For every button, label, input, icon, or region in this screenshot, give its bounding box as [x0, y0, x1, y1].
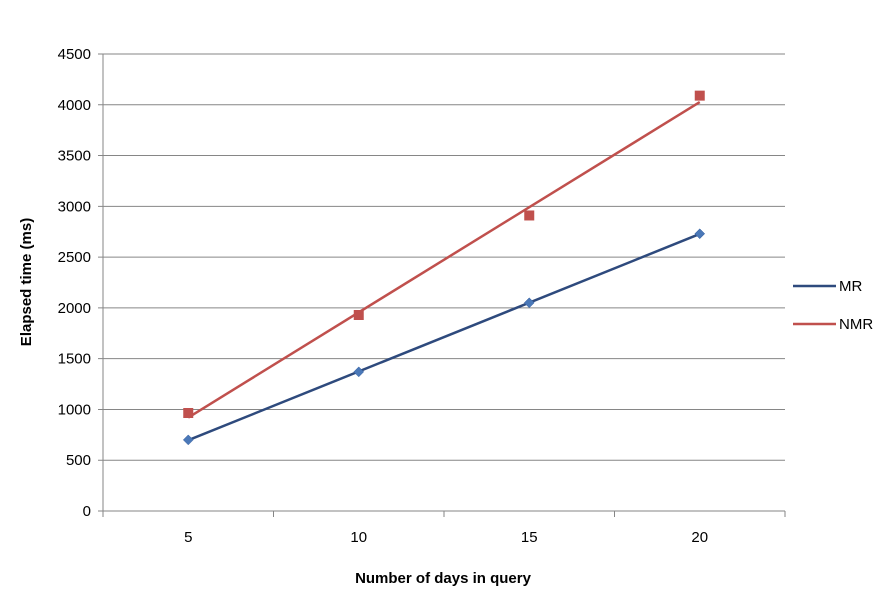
- x-tick-label: 5: [184, 529, 192, 546]
- series-layer: [182, 90, 706, 446]
- y-tick-label: 0: [83, 503, 91, 520]
- y-tick-label: 2500: [58, 249, 91, 266]
- y-tick-label: 1500: [58, 351, 91, 368]
- point-nmr: [183, 407, 194, 418]
- point-mr: [694, 228, 706, 240]
- y-tick-labels: 0 500 1000 1500 2000 2500 3000 3500 4000 4500: [58, 46, 91, 520]
- y-axis-title: Elapsed time (ms): [18, 218, 35, 346]
- y-tick-label: 3000: [58, 198, 91, 215]
- x-tick-labels: 5 10 15 20: [184, 529, 708, 546]
- x-tick-label: 10: [350, 529, 367, 546]
- point-mr: [182, 434, 194, 446]
- point-mr: [353, 366, 365, 378]
- trendline-nmr: [187, 100, 701, 419]
- legend: MR NMR: [793, 278, 873, 333]
- point-nmr: [353, 309, 364, 320]
- legend-label-mr: MR: [839, 278, 862, 295]
- y-tick-label: 1000: [58, 401, 91, 418]
- axes: [102, 54, 786, 517]
- gridlines: [98, 53, 785, 512]
- y-tick-label: 2000: [58, 300, 91, 317]
- point-mr: [523, 297, 535, 309]
- x-axis-title: Number of days in query: [355, 570, 532, 587]
- point-nmr: [694, 90, 705, 101]
- x-tick-label: 20: [691, 529, 708, 546]
- y-tick-label: 3500: [58, 148, 91, 165]
- legend-label-nmr: NMR: [839, 316, 873, 333]
- x-tick-label: 15: [521, 529, 538, 546]
- y-tick-label: 500: [66, 452, 91, 469]
- y-tick-label: 4000: [58, 97, 91, 114]
- y-tick-label: 4500: [58, 46, 91, 63]
- trendline-mr: [187, 232, 701, 442]
- point-nmr: [524, 210, 535, 221]
